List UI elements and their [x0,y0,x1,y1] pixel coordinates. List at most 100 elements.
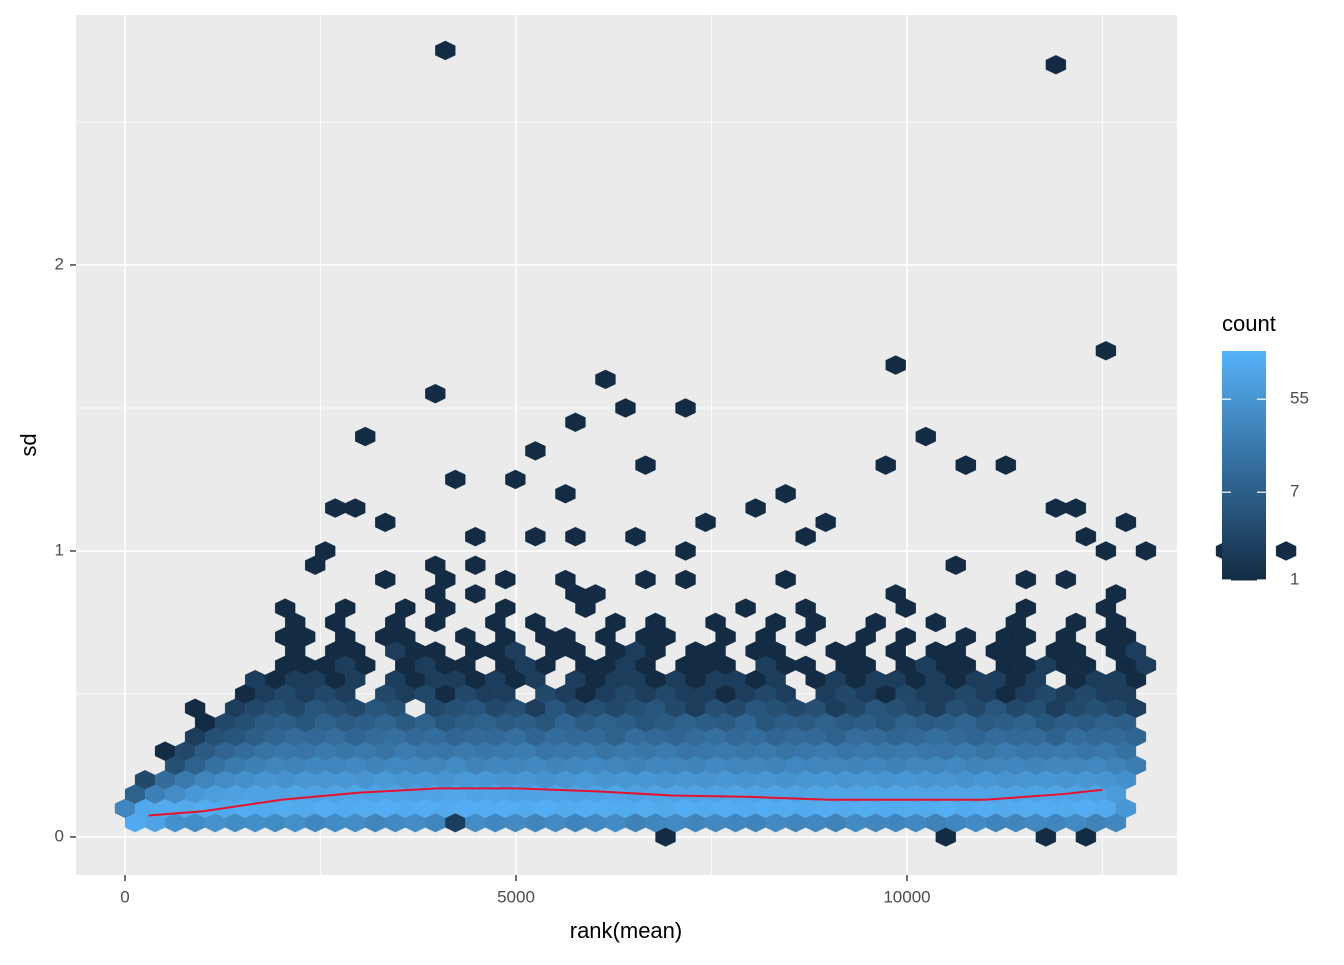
colorbar-segment [1222,415,1266,421]
colorbar-segment [1222,366,1266,371]
hexbin [955,627,976,647]
hexbin [735,598,756,618]
hexbin [1075,526,1097,547]
colorbar-segment [1222,396,1266,402]
colorbar-segment [1222,461,1266,466]
x-axis-title: rank(mean) [570,918,682,943]
axes: 0 5000 10000 0 1 2 [55,254,931,906]
hexbin [335,598,356,618]
colorbar-segment [1222,522,1266,528]
hexbin [375,569,396,590]
legend: count 1 7 55 [1222,311,1309,588]
hexbin [425,641,446,661]
hexbin [555,484,576,504]
hexbin [525,612,546,633]
colorbar-segment [1222,454,1266,459]
colorbar-segment [1222,400,1266,405]
colorbar-segment [1222,419,1266,425]
colorbar-segment [1222,518,1266,524]
hexbin [815,512,836,533]
hexbin [885,355,906,375]
x-tick-label: 5000 [497,887,535,906]
hexbin [775,484,796,504]
y-tick-label: 1 [55,540,64,559]
hexbin [1015,598,1037,618]
trend [148,787,1103,817]
colorbar-segment [1222,423,1266,428]
x-tick-label: 0 [120,887,129,906]
y-tick-label: 0 [55,826,64,845]
colorbar-segment [1222,377,1266,383]
colorbar-segment [1222,351,1266,356]
hexbin [895,627,916,647]
hexbin [565,526,586,547]
colorbar-segment [1222,431,1266,436]
hexbin [745,498,766,518]
colorbar-segment [1222,438,1266,444]
hexbin [465,526,486,547]
colorbar-segment [1222,515,1266,520]
colorbar-segment [1222,370,1266,375]
colorbar-segment [1222,389,1266,394]
hexbin [675,541,696,561]
colorbar-segment [1222,488,1266,493]
colorbar-segment [1222,354,1266,360]
colorbar-segment [1222,446,1266,451]
colorbar-segment [1222,503,1266,508]
hexbin [425,555,446,575]
colorbar-segment [1222,476,1266,482]
colorbar-segment [1222,404,1266,409]
trend-line [148,787,1103,817]
hexbin [1105,584,1127,604]
hexbin [555,569,576,590]
hexbin [355,426,376,447]
hexbin [1095,541,1117,561]
colorbar-segment [1222,511,1266,516]
hexbin [925,612,946,633]
colorbar-segment [1222,557,1266,562]
hexbin [865,612,886,633]
hexbin [525,441,546,461]
colorbar-segment [1222,362,1266,367]
hexbin [445,469,466,490]
hexbin [495,569,516,590]
hexbin [525,526,546,547]
hexbin [915,426,936,447]
hexbin [315,541,336,561]
hexbin [585,584,606,604]
x-tick-label: 10000 [883,887,930,906]
colorbar-segment [1222,385,1266,390]
hexbin [184,698,206,718]
colorbar-segment [1222,373,1266,379]
hexbin [885,584,906,604]
hexbin [765,612,786,633]
colorbar-segment [1222,545,1266,550]
hexbin [1045,55,1067,75]
colorbar-segment [1222,541,1266,547]
colorbar-segment [1222,457,1266,463]
colorbar-segment [1222,392,1266,398]
hexbin [1095,341,1117,361]
colorbar-segment [1222,442,1266,447]
hexbin [705,612,726,633]
hexbin [495,598,516,618]
hexbin [795,598,816,618]
hexbin [995,455,1016,475]
hexbin [945,555,966,575]
colorbar-segment [1222,576,1266,581]
hexbin [1055,569,1077,590]
hexbin [795,526,816,547]
hexbin [635,569,656,590]
colorbar-segment [1222,530,1266,535]
hexbin [1275,541,1297,561]
legend-tick-label: 1 [1290,569,1299,588]
colorbar-segment [1222,572,1266,577]
colorbar-segment [1222,526,1266,531]
colorbar-segment [1222,538,1266,543]
colorbar-segment [1222,469,1266,474]
hexbin [625,526,646,547]
legend-tick-label: 55 [1290,389,1309,408]
hexbin [635,455,656,475]
colorbar-segment [1222,534,1266,539]
colorbar-segment [1222,412,1266,417]
